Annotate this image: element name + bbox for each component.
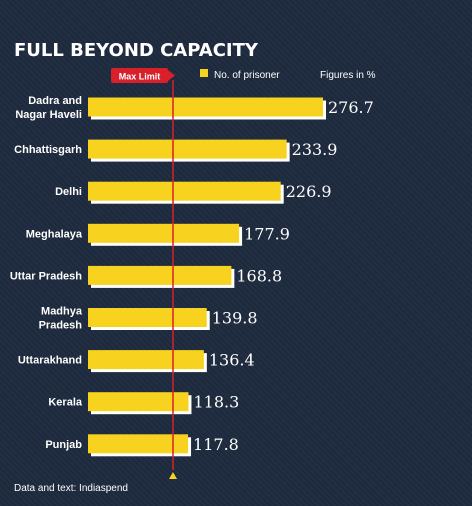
bar [88, 97, 323, 117]
legend-swatch [200, 69, 208, 77]
bar [88, 308, 207, 327]
bar [88, 434, 189, 454]
value-label: 136.4 [209, 351, 255, 370]
max-limit-pointer-icon [168, 70, 175, 81]
source-note: Data and text: Indiaspend [14, 483, 128, 494]
max-limit-label: Max Limit [119, 72, 161, 82]
axis-marker-icon [169, 472, 177, 479]
category-label: Dadra and [28, 95, 82, 107]
category-label: Madhya [41, 306, 83, 318]
max-limit-marker: Max Limit [111, 68, 177, 479]
legend: No. of prisoner Figures in % [200, 69, 376, 81]
bar [88, 265, 232, 285]
category-label: Delhi [55, 186, 82, 198]
bar [88, 223, 240, 243]
value-label: 276.7 [328, 98, 374, 117]
value-label: 118.3 [193, 393, 239, 412]
value-label: 177.9 [244, 224, 290, 243]
bar [88, 350, 204, 370]
category-label: Uttar Pradesh [10, 270, 82, 282]
category-label: Meghalaya [26, 228, 83, 240]
bars-layer: Dadra and Nagar Haveli 276.7 Chhattisgarh 23… [10, 95, 374, 457]
bar [88, 181, 281, 201]
category-label: Uttarakhand [18, 355, 82, 367]
value-label: 233.9 [292, 140, 338, 159]
chart-title: FULL BEYOND CAPACITY [14, 40, 259, 61]
bar [88, 139, 287, 159]
value-label: 226.9 [286, 182, 332, 201]
legend-series-label: No. of prisoner [214, 70, 280, 81]
value-label: 117.8 [193, 435, 239, 454]
value-label: 139.8 [212, 309, 258, 328]
category-label: Punjab [45, 439, 82, 451]
value-label: 168.8 [236, 266, 282, 285]
category-label: Chhattisgarh [14, 144, 82, 156]
legend-units-note: Figures in % [320, 70, 376, 81]
max-limit-badge [111, 68, 168, 83]
bar [88, 392, 189, 412]
category-label: Nagar Haveli [15, 109, 82, 121]
category-label: Kerala [48, 397, 83, 409]
category-label: Pradesh [39, 320, 83, 332]
